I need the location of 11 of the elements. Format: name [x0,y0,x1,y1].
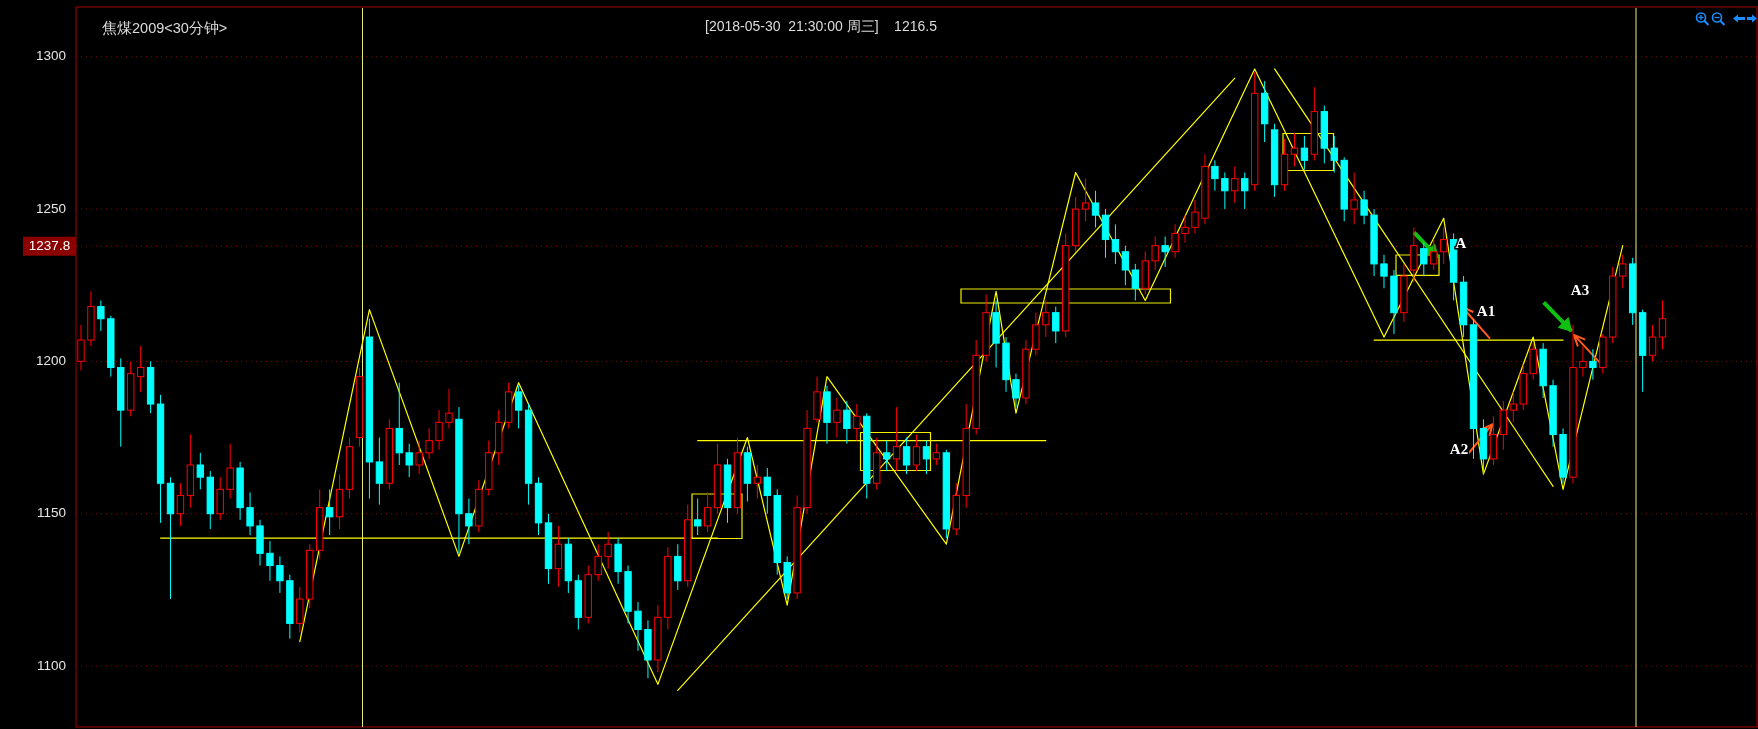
y-tick-label: 1100 [36,657,66,673]
y-tick-label: 1150 [36,505,66,521]
ref-line-label: 1237.8 [28,237,71,253]
annotation: A2 [1449,441,1469,458]
text: 焦煤2009<30分钟> [102,19,228,36]
annotation: A3 [1570,282,1590,299]
y-tick-label: 1200 [35,352,66,368]
text: [2018-05-30 21:30:00 周三] 1216.5 [705,17,938,34]
annotation: A1 [1476,303,1496,320]
y-tick-label: 1250 [35,200,66,216]
y-tick-label: 1300 [35,48,66,64]
